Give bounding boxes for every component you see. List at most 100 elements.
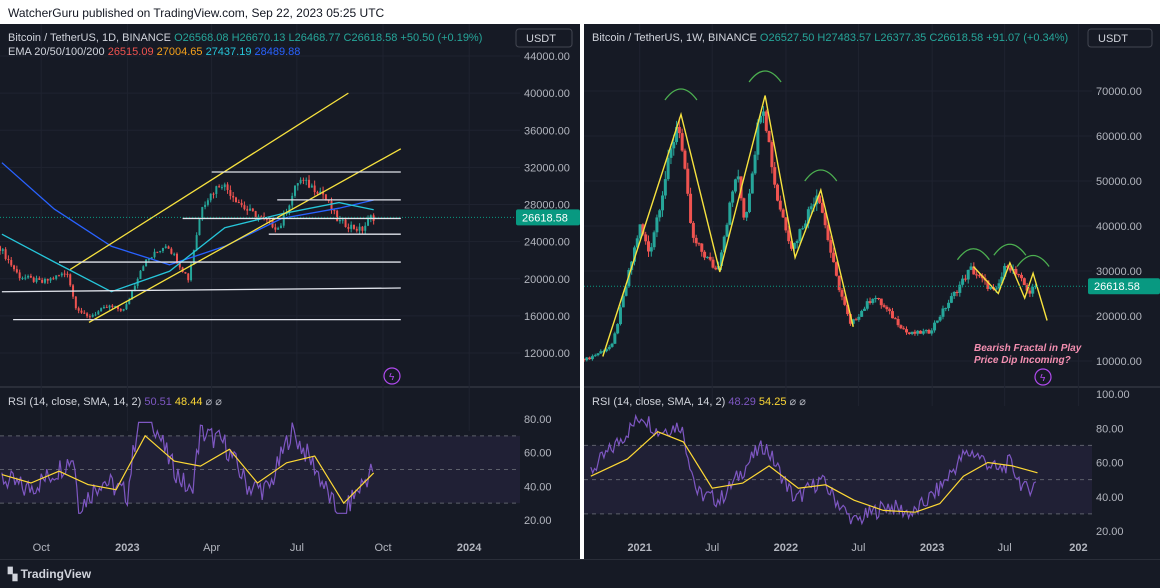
candle-body: [1000, 276, 1004, 284]
candle-body: [279, 225, 282, 229]
candle-body: [781, 209, 785, 218]
candle-body: [888, 309, 892, 312]
candle-body: [86, 313, 89, 317]
ema-value: 27437.19: [203, 46, 252, 58]
candle-body: [902, 328, 906, 330]
right-chart-svg[interactable]: 26618.58 70000.00 60000.00 50000.00 40000.00…: [584, 24, 1160, 559]
candle-body: [719, 252, 723, 266]
candle-body: [801, 228, 805, 230]
footer-strip: ▚ TradingView: [0, 559, 1160, 588]
candle-body: [4, 249, 7, 259]
candle-body: [201, 207, 204, 220]
rsi-tick-label: 80.00: [524, 414, 552, 426]
header-part: L26468.77: [285, 32, 340, 44]
candle-body: [784, 217, 788, 231]
candle-body: [97, 311, 100, 315]
candle-body: [776, 184, 780, 201]
candle-body: [80, 310, 83, 313]
candle-body: [624, 286, 628, 296]
candle-body: [316, 192, 319, 194]
candle-body: [658, 210, 662, 218]
ema-value: 28489.88: [251, 46, 300, 58]
series-fractal-path: [602, 95, 854, 357]
candle-body: [848, 314, 852, 324]
candle-body: [647, 241, 651, 252]
candle-body: [350, 224, 353, 229]
candles-group: [0, 175, 375, 319]
time-tick-label: 2024: [457, 542, 482, 554]
candle-body: [83, 312, 86, 314]
price-tick-label: 28000.00: [524, 200, 570, 212]
candle-body: [683, 150, 687, 169]
candle-body: [944, 308, 948, 310]
last-price-badge: [1088, 278, 1160, 295]
tv-logo-icon: ▚: [8, 567, 18, 581]
candle-body: [910, 331, 914, 335]
candle-body: [46, 278, 49, 281]
candle-body: [694, 237, 698, 244]
candle-body: [215, 186, 218, 194]
time-tick-label: Jul: [998, 542, 1012, 554]
candle-body: [893, 318, 897, 320]
price-tick-label: 16000.00: [524, 311, 570, 323]
candle-body: [324, 194, 327, 200]
candle-body: [868, 301, 872, 303]
candle-body: [590, 356, 594, 360]
time-tick-label: 2022: [774, 542, 798, 554]
candle-body: [336, 210, 339, 222]
candle-body: [686, 168, 690, 194]
candle-body: [952, 291, 956, 297]
candle-body: [29, 275, 32, 278]
candle-body: [190, 264, 193, 281]
candle-body: [175, 253, 178, 264]
candle-body: [773, 167, 777, 185]
candle-body: [358, 226, 361, 231]
candle-body: [697, 243, 701, 245]
rsi-value: 50.51: [141, 396, 172, 408]
candle-body: [933, 322, 937, 331]
candle-body: [13, 265, 16, 270]
candle-body: [733, 179, 737, 192]
candle-body: [947, 302, 951, 309]
candle-body: [119, 308, 122, 311]
publisher-strip: WatcherGuru published on TradingView.com…: [0, 0, 1160, 24]
left-chart-svg[interactable]: 26618.58 44000.00 40000.00 36000.00 32000.00…: [0, 24, 580, 559]
candle-body: [860, 310, 864, 317]
price-tick-label: 30000.00: [1096, 266, 1142, 278]
header-part: H26670.13: [229, 32, 286, 44]
candle-body: [812, 204, 816, 207]
peak-arc: [664, 88, 698, 101]
left-chart-panel[interactable]: 26618.58 44000.00 40000.00 36000.00 32000.00…: [0, 24, 580, 559]
candle-body: [116, 306, 119, 309]
candle-body: [635, 238, 639, 248]
candle-body: [322, 191, 325, 195]
candle-body: [105, 306, 108, 308]
tradingview-logo[interactable]: ▚ TradingView: [8, 567, 91, 581]
candle-body: [949, 296, 953, 303]
candle-body: [209, 193, 212, 201]
ema-value: 26515.09: [105, 46, 154, 58]
candle-body: [862, 308, 866, 311]
candle-body: [644, 234, 648, 242]
candle-body: [170, 248, 173, 254]
candle-body: [790, 241, 794, 249]
candle-body: [1022, 278, 1026, 286]
candle-body: [220, 187, 223, 189]
annotation-line: Price Dip Incoming?: [974, 355, 1071, 366]
candle-body: [588, 357, 592, 360]
price-tick-label: 20000.00: [524, 274, 570, 286]
rsi-tick-label: 20.00: [1096, 526, 1124, 538]
candle-body: [792, 243, 796, 249]
price-tick-label: 70000.00: [1096, 86, 1142, 98]
candle-body: [367, 218, 370, 226]
right-chart-panel[interactable]: 26618.58 70000.00 60000.00 50000.00 40000.00…: [584, 24, 1160, 559]
rsi-visibility-icons: ⌀ ⌀: [202, 396, 222, 408]
candle-body: [153, 251, 156, 258]
peak-arc: [956, 248, 990, 261]
candle-body: [1017, 274, 1021, 276]
candle-body: [38, 278, 41, 280]
candle-body: [94, 314, 97, 316]
candle-body: [764, 111, 768, 131]
candle-body: [585, 357, 589, 361]
header-part: +91.07 (+0.34%): [983, 32, 1068, 44]
